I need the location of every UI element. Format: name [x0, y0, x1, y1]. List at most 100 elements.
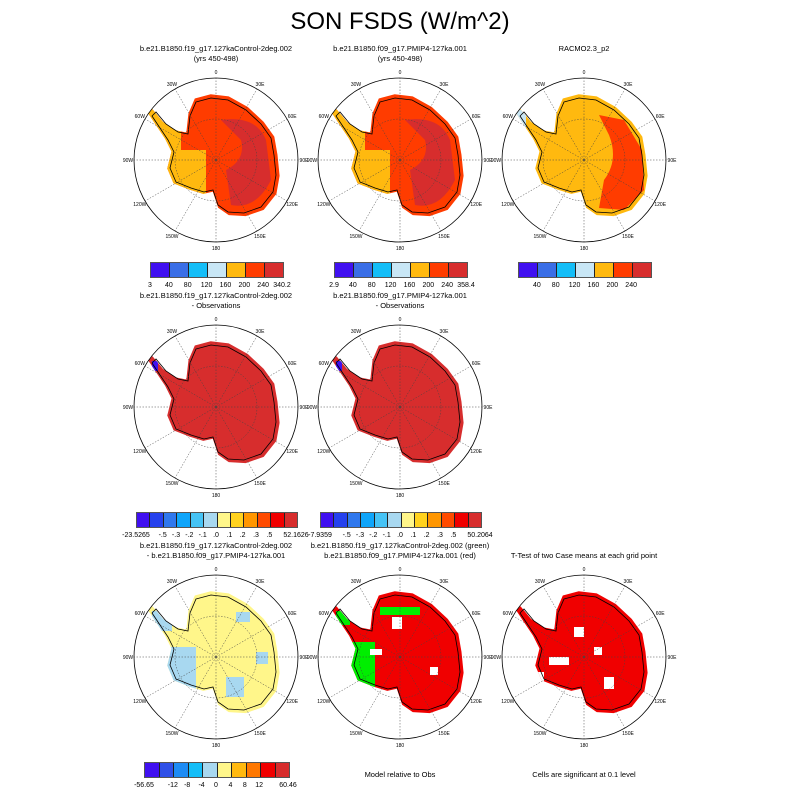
graticule — [134, 575, 298, 739]
colorbar-swatch — [557, 263, 576, 277]
longitude-label: 0 — [399, 317, 402, 323]
polar-map: 0 30E 60E 90E 120E 150E 180 150W 120W 90W 60W 30W — [307, 70, 493, 252]
longitude-label: 30E — [256, 579, 266, 585]
colorbar-label: .5 — [450, 532, 457, 539]
longitude-label: 30E — [440, 82, 450, 88]
colorbar-label: 80 — [551, 282, 560, 289]
longitude-label: 150W — [165, 481, 178, 487]
longitude-label: 150E — [254, 731, 266, 737]
panel-title-line: - Observations — [375, 300, 425, 310]
colorbar-swatch — [204, 513, 218, 527]
map-boundary — [501, 77, 667, 243]
longitude-label: 120W — [133, 699, 146, 705]
colorbar-label: .1 — [410, 532, 417, 539]
colorbar-swatch — [257, 513, 272, 527]
map-boundary — [501, 574, 667, 740]
longitude-label: 90E — [300, 655, 310, 661]
colorbar-swatch — [374, 513, 389, 527]
longitude-label: 150E — [622, 731, 634, 737]
colorbar-swatch — [150, 513, 164, 527]
colorbar-label: 200 — [238, 282, 251, 289]
polar-map: 0 30E 60E 90E 120E 150E 180 150W 120W 90W 60W 30W — [491, 567, 677, 749]
longitude-label: 150W — [165, 731, 178, 737]
longitude-label: 0 — [583, 567, 586, 573]
colorbar-swatch — [595, 263, 614, 277]
colorbar-label: -.5 — [342, 532, 351, 539]
longitude-label: 90W — [307, 405, 318, 411]
longitude-label: 30W — [167, 579, 178, 585]
colorbar-label: 0 — [214, 782, 218, 789]
colorbar-swatch — [275, 763, 289, 777]
colorbar-swatch — [449, 263, 467, 277]
colorbar-labels: 40 80 120 160 200 240 — [518, 281, 650, 291]
panel-title: b.e21.B1850.f09_g17.PMIP4-127ka.001 (yrs … — [280, 44, 520, 63]
panel-title-line: b.e21.B1850.f09_g17.PMIP4-127ka.001 (red… — [324, 550, 476, 560]
longitude-label: 30E — [624, 82, 634, 88]
colorbar — [136, 512, 298, 528]
colorbar-swatch — [190, 513, 205, 527]
longitude-label: 60W — [135, 361, 146, 367]
colorbar-swatch — [163, 513, 178, 527]
longitude-label: 0 — [583, 70, 586, 76]
colorbar-label: 358.4 — [457, 282, 475, 289]
longitude-label: 90E — [484, 405, 494, 411]
longitude-label: 90E — [300, 158, 310, 164]
polar-map: 0 30E 60E 90E 120E 150E 180 150W 120W 90W 60W 30W — [307, 567, 493, 749]
colorbar-label: 240 — [625, 282, 637, 289]
colorbar-label: -23.5265 — [122, 532, 150, 539]
longitude-label: 150W — [533, 731, 546, 737]
colorbar-label: .5 — [266, 532, 273, 539]
longitude-label: 30W — [167, 329, 178, 335]
colorbar-swatch — [455, 513, 469, 527]
grid-cell — [604, 677, 614, 689]
map-boundary — [317, 324, 483, 490]
panel-title-line: b.e21.B1850.f19_g17.127kaControl-2deg.00… — [139, 44, 293, 53]
longitude-label: 60W — [135, 114, 146, 120]
grid-cell — [516, 110, 526, 130]
grid-cell — [256, 652, 268, 664]
colorbar-swatch — [538, 263, 557, 277]
longitude-label: 90W — [491, 655, 502, 661]
colorbar-label: 3 — [148, 282, 152, 289]
colorbar-swatch — [217, 763, 232, 777]
colorbar-swatch — [441, 513, 456, 527]
longitude-label: 150E — [254, 234, 266, 240]
colorbar-label: 120 — [384, 282, 397, 289]
colorbar-label: .0 — [397, 532, 403, 539]
colorbar-swatch — [428, 513, 442, 527]
colorbar-swatch — [151, 263, 170, 277]
panel-title-line: b.e21.B1850.f19_g17.127kaControl-2deg.00… — [139, 541, 293, 550]
longitude-label: 30E — [256, 82, 266, 88]
longitude-label: 120E — [654, 202, 666, 208]
longitude-label: 30W — [535, 82, 546, 88]
colorbar-swatch — [159, 763, 174, 777]
colorbar-swatch — [145, 763, 160, 777]
colorbar-swatch — [203, 763, 218, 777]
colorbar-label: 8 — [242, 782, 247, 789]
colorbar-swatch — [177, 513, 191, 527]
colorbar-labels: -23.5265 -.5 -.3 -.2 -.1 .0 .1 .2 .3 .5 52.1626 — [122, 531, 308, 541]
colorbar-swatch — [217, 513, 231, 527]
colorbar-label: -.3 — [355, 532, 365, 539]
colorbar — [518, 262, 652, 278]
colorbar-label: 40 — [348, 282, 357, 289]
grid-cell — [534, 672, 544, 682]
longitude-label: 60E — [656, 611, 666, 617]
longitude-label: 30E — [624, 579, 634, 585]
colorbar-label: .1 — [226, 532, 233, 539]
longitude-label: 90W — [307, 655, 318, 661]
longitude-label: 60E — [472, 361, 482, 367]
panel-title: b.e21.B1850.f19_g17.127kaControl-2deg.00… — [96, 291, 336, 310]
map-boundary — [133, 324, 299, 490]
colorbar-label: .3 — [437, 532, 443, 539]
colorbar-swatch — [411, 263, 430, 277]
longitude-label: 30W — [535, 579, 546, 585]
longitude-label: 120W — [501, 699, 514, 705]
panel-title-line: - b.e21.B1850.f09_g17.PMIP4-127ka.001 — [146, 550, 286, 560]
grid-cell — [152, 361, 158, 371]
colorbar-swatch — [321, 513, 335, 527]
longitude-label: 60W — [319, 114, 330, 120]
colorbar-label: 160 — [403, 282, 416, 289]
colorbar-swatch — [230, 513, 245, 527]
longitude-label: 180 — [396, 246, 405, 252]
